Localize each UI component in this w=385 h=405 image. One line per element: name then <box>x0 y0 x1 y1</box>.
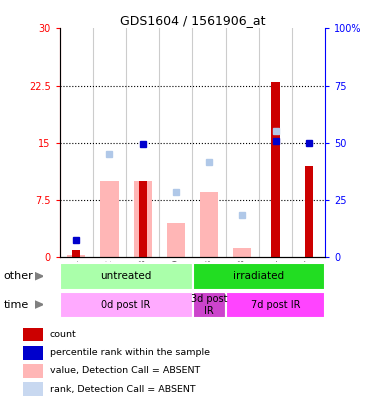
Polygon shape <box>35 273 43 280</box>
Bar <box>139 181 147 257</box>
Text: untreated: untreated <box>100 271 152 281</box>
Text: irradiated: irradiated <box>233 271 285 281</box>
Text: percentile rank within the sample: percentile rank within the sample <box>50 348 210 357</box>
Text: 7d post IR: 7d post IR <box>251 300 300 310</box>
Bar <box>23 364 43 378</box>
Bar <box>192 292 226 318</box>
Bar <box>305 166 313 257</box>
Text: count: count <box>50 330 77 339</box>
Title: GDS1604 / 1561906_at: GDS1604 / 1561906_at <box>120 14 265 27</box>
Bar <box>167 223 185 257</box>
Bar <box>200 192 218 257</box>
Bar <box>72 249 80 257</box>
Bar <box>60 292 192 318</box>
Bar <box>23 382 43 396</box>
Polygon shape <box>35 301 43 308</box>
Text: other: other <box>4 271 33 281</box>
Bar <box>60 263 192 290</box>
Text: 3d post
IR: 3d post IR <box>191 294 228 315</box>
Text: rank, Detection Call = ABSENT: rank, Detection Call = ABSENT <box>50 385 196 394</box>
Text: time: time <box>4 300 29 309</box>
Bar <box>23 346 43 360</box>
Bar <box>100 181 119 257</box>
Bar <box>233 248 251 257</box>
Bar <box>271 82 280 257</box>
Bar <box>23 328 43 341</box>
Bar <box>226 292 325 318</box>
Text: value, Detection Call = ABSENT: value, Detection Call = ABSENT <box>50 367 200 375</box>
Text: 0d post IR: 0d post IR <box>101 300 151 310</box>
Bar <box>134 181 152 257</box>
Bar <box>67 255 85 257</box>
Bar <box>192 263 325 290</box>
